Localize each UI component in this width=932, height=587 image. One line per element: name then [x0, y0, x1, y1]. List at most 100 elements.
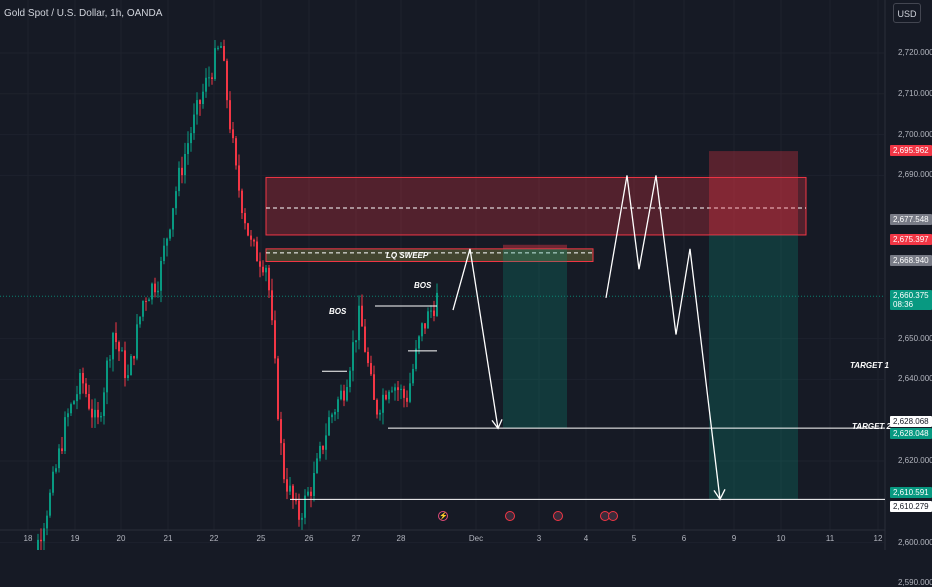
- price-label-value: 2,677.548: [893, 215, 929, 225]
- time-tick: 3: [536, 534, 542, 543]
- price-label: 2,668.940: [890, 255, 932, 267]
- time-tick: 27: [351, 534, 361, 543]
- price-label-value: 2,628.048: [893, 429, 929, 439]
- price-label: 2,677.548: [890, 214, 932, 226]
- candle-body: [106, 360, 108, 393]
- candle-body: [169, 229, 171, 239]
- price-label-value: 2,610.591: [893, 488, 929, 498]
- candle-body: [385, 394, 387, 400]
- candle-body: [259, 261, 261, 267]
- lq-sweep-label: LQ SWEEP: [386, 251, 429, 260]
- candle-body: [67, 413, 69, 418]
- price-label-value: 2,628.068: [893, 417, 929, 427]
- candle-body: [298, 500, 300, 520]
- candle-body: [43, 528, 45, 542]
- short-stop-box: [709, 151, 798, 235]
- us-flag-event-icon[interactable]: [608, 511, 618, 521]
- candle-body: [361, 305, 363, 327]
- time-tick: 9: [731, 534, 737, 543]
- candle-body: [415, 348, 417, 369]
- candle-body: [241, 190, 243, 214]
- long-stop-box: [503, 244, 567, 249]
- candle-body: [127, 375, 129, 378]
- candle-body: [256, 241, 258, 262]
- candle-body: [280, 419, 282, 444]
- candle-body: [283, 443, 285, 480]
- candle-body: [145, 301, 147, 303]
- price-label-value: 2,668.940: [893, 256, 929, 266]
- lightning-icon[interactable]: ⚡: [438, 511, 448, 521]
- candle-body: [205, 77, 207, 92]
- candle-body: [70, 404, 72, 414]
- candle-body: [190, 133, 192, 144]
- candle-body: [307, 491, 309, 496]
- time-tick: 22: [209, 534, 219, 543]
- candle-body: [373, 374, 375, 400]
- candle-body: [400, 388, 402, 391]
- candle-body: [232, 129, 234, 139]
- candle-body: [334, 411, 336, 415]
- candle-body: [112, 332, 114, 360]
- time-tick: 19: [70, 534, 80, 543]
- candle-body: [370, 363, 372, 375]
- candle-body: [55, 468, 57, 472]
- time-tick: 4: [583, 534, 589, 543]
- time-tick: 11: [825, 534, 835, 543]
- candle-body: [433, 310, 435, 316]
- price-label: 2,675.397: [890, 233, 932, 245]
- candle-body: [148, 299, 150, 302]
- chart-canvas[interactable]: [0, 0, 932, 550]
- price-tick: 2,690.000: [898, 170, 932, 180]
- price-label: 2,628.048: [890, 428, 932, 440]
- candle-body: [94, 409, 96, 418]
- candle-body: [220, 46, 222, 48]
- time-tick: 6: [681, 534, 687, 543]
- candle-body: [121, 350, 123, 352]
- candle-body: [163, 245, 165, 261]
- us-flag-event-icon[interactable]: [553, 511, 563, 521]
- candle-body: [250, 235, 252, 240]
- candle-body: [355, 340, 357, 343]
- candle-body: [85, 383, 87, 394]
- candle-body: [316, 458, 318, 473]
- candle-body: [277, 358, 279, 420]
- candle-body: [274, 320, 276, 359]
- price-tick: 2,700.000: [898, 129, 932, 139]
- candle-body: [40, 539, 42, 542]
- price-tick: 2,710.000: [898, 88, 932, 98]
- price-tick: 2,600.000: [898, 537, 932, 547]
- candle-body: [286, 479, 288, 492]
- candle-body: [346, 387, 348, 401]
- candle-body: [379, 412, 381, 415]
- arrow-head-2: [713, 489, 726, 501]
- candle-body: [88, 393, 90, 409]
- candle-body: [208, 77, 210, 79]
- candle-body: [310, 491, 312, 496]
- time-tick: 10: [776, 534, 786, 543]
- candle-body: [343, 390, 345, 401]
- short-target-box: [709, 234, 798, 500]
- target-1-label: TARGET 1: [850, 361, 889, 370]
- candle-body: [424, 323, 426, 329]
- time-tick: 25: [256, 534, 266, 543]
- candle-body: [154, 283, 156, 293]
- candle-body: [349, 370, 351, 388]
- symbol-title[interactable]: Gold Spot / U.S. Dollar, 1h, OANDA: [4, 8, 163, 19]
- candle-body: [130, 356, 132, 376]
- us-flag-event-icon[interactable]: [505, 511, 515, 521]
- currency-button[interactable]: USD: [893, 3, 921, 23]
- candle-body: [61, 448, 63, 452]
- candle-body: [235, 138, 237, 166]
- candle-body: [151, 283, 153, 300]
- time-tick: 28: [396, 534, 406, 543]
- price-label-value: 2,675.397: [893, 234, 929, 244]
- candle-body: [166, 238, 168, 246]
- candle-body: [271, 290, 273, 321]
- candle-body: [403, 388, 405, 398]
- candle-body: [175, 191, 177, 209]
- candle-body: [160, 260, 162, 291]
- candle-body: [265, 267, 267, 273]
- candle-body: [382, 394, 384, 413]
- price-tick: 2,650.000: [898, 333, 932, 343]
- candle-body: [172, 208, 174, 230]
